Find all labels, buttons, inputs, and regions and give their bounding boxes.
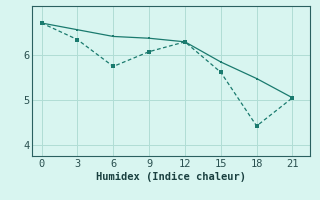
X-axis label: Humidex (Indice chaleur): Humidex (Indice chaleur) xyxy=(96,172,246,182)
